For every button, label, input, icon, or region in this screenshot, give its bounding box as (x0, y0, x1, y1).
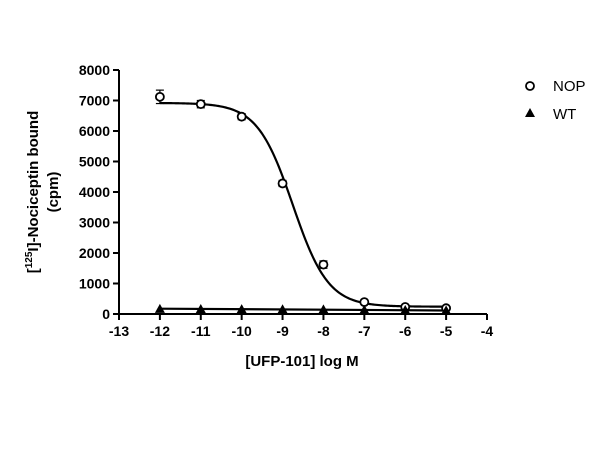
nop-point (236, 111, 247, 122)
x-tick-label: -12 (150, 323, 170, 339)
y-axis-title-line2: (cpm) (45, 172, 62, 213)
legend-label-nop: NOP (553, 78, 586, 95)
x-tick-label: -6 (399, 323, 412, 339)
y-tick-label: 0 (102, 306, 110, 322)
x-tick-label: -4 (481, 323, 494, 339)
wt-point (195, 303, 206, 313)
y-tick-label: 3000 (79, 215, 110, 231)
nop-point (318, 259, 329, 270)
wt-fit-line (159, 307, 447, 312)
x-tick-label: -7 (358, 323, 371, 339)
y-tick-label: 1000 (79, 276, 110, 292)
axes: 0 1000 2000 3000 4000 5000 6000 7000 8000 -13 -12 -… (79, 62, 494, 339)
y-axis-title-prefix: [ (25, 268, 42, 273)
nop-fit-curve (159, 101, 447, 308)
y-tick-label: 5000 (79, 154, 110, 170)
wt-point (359, 304, 370, 314)
wt-point (277, 304, 288, 314)
nop-point (154, 91, 165, 102)
wt-point (441, 305, 452, 315)
x-tick-label: -11 (191, 323, 211, 339)
nop-point (277, 178, 288, 189)
wt-point (400, 305, 411, 315)
data-points (154, 89, 452, 315)
legend-label-wt: WT (553, 106, 576, 123)
y-axis-title-line1: [125I]-Nociceptin bound (24, 111, 42, 274)
y-tick-label: 4000 (79, 184, 110, 200)
x-axis-title: [UFP-101] log M (245, 353, 358, 370)
y-axis-title: [125I]-Nociceptin bound (cpm) (24, 111, 62, 274)
nop-point (195, 99, 206, 110)
y-tick-label: 7000 (79, 93, 110, 109)
x-tick-label: -10 (232, 323, 252, 339)
wt-point (236, 304, 247, 314)
fit-curves (159, 101, 447, 312)
y-tick-label: 8000 (79, 62, 110, 78)
y-axis-title-suffix: I]-Nociceptin bound (25, 111, 42, 252)
y-tick-label: 6000 (79, 123, 110, 139)
y-axis-title-sup: 125 (24, 251, 35, 268)
legend: NOP WT (525, 78, 586, 123)
legend-marker-nop (525, 81, 535, 91)
x-tick-label: -13 (109, 323, 129, 339)
wt-point (318, 304, 329, 314)
x-tick-label: -9 (276, 323, 289, 339)
x-tick-label: -8 (317, 323, 330, 339)
legend-marker-wt (525, 108, 535, 117)
y-tick-label: 2000 (79, 245, 110, 261)
wt-point (154, 303, 165, 313)
x-tick-label: -5 (440, 323, 453, 339)
